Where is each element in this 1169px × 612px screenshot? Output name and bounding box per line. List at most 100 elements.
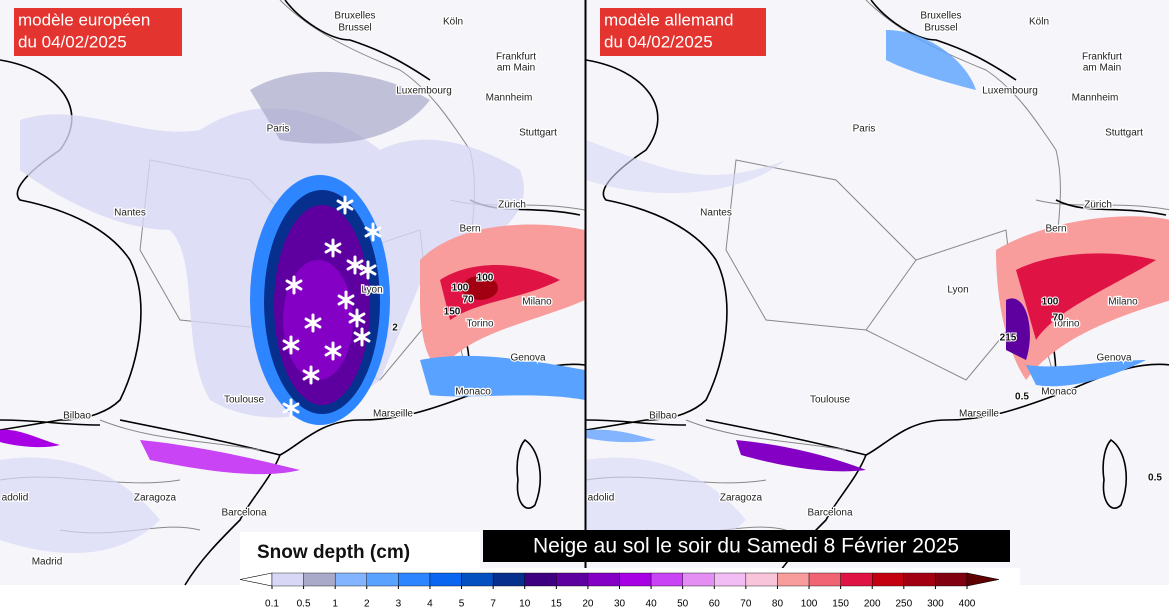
city-label: Brussel xyxy=(924,23,957,34)
legend-tick-label: 50 xyxy=(677,599,689,610)
legend-tick-label: 150 xyxy=(832,599,849,610)
snowflake-stroke xyxy=(364,226,382,238)
legend-swatch xyxy=(398,572,431,587)
city-label: Toulouse xyxy=(810,395,850,406)
snowflake xyxy=(348,308,366,328)
legend-tick-label: 5 xyxy=(459,599,465,610)
legend-swatch xyxy=(461,572,494,587)
snowflake xyxy=(285,275,303,295)
city-label: Barcelona xyxy=(221,508,266,519)
contour-label: 70 xyxy=(1052,313,1064,324)
snowflake-stroke xyxy=(282,402,300,414)
panel-label-box xyxy=(14,8,182,56)
contour-label: 100 xyxy=(1042,297,1059,308)
city-label: Nantes xyxy=(700,208,732,219)
city-label: Stuttgart xyxy=(519,128,557,139)
contour-label: 150 xyxy=(444,307,461,318)
legend-swatch xyxy=(682,572,715,587)
legend-tick-label: 250 xyxy=(895,599,912,610)
city-label: Bruxelles xyxy=(334,11,375,22)
city-label: Zürich xyxy=(1084,200,1112,211)
contour-label: 0.5 xyxy=(1015,392,1029,403)
city-label: Genova xyxy=(510,353,545,364)
city-label: Lyon xyxy=(947,285,968,296)
city-label: Köln xyxy=(443,17,463,28)
city-label: Zaragoza xyxy=(720,493,763,504)
snowflake-stroke xyxy=(282,339,300,351)
legend-swatch xyxy=(524,572,557,587)
city-label: Stuttgart xyxy=(1105,128,1143,139)
legend-tick-label: 0.1 xyxy=(265,599,279,610)
legend-swatch xyxy=(840,572,873,587)
legend-tick-label: 2 xyxy=(364,599,370,610)
city-label: Milano xyxy=(522,297,552,308)
legend-title-box xyxy=(240,532,480,570)
snowflake-stroke xyxy=(353,331,371,343)
legend-swatch xyxy=(903,572,936,587)
legend-swatch xyxy=(556,572,589,587)
legend-tick-label: 20 xyxy=(582,599,594,610)
snowflake xyxy=(337,290,355,310)
caption: Neige au sol le soir du Samedi 8 Février… xyxy=(533,535,959,558)
city-label: Bilbao xyxy=(63,411,91,422)
legend-swatch xyxy=(777,572,810,587)
city-label: Torino xyxy=(466,319,494,330)
city-label: am Main xyxy=(497,63,535,74)
snowflake-stroke xyxy=(336,199,354,211)
city-label: adolid xyxy=(2,493,29,504)
snowflake xyxy=(359,260,377,280)
city-label: Marseille xyxy=(959,409,999,420)
city-label: Madrid xyxy=(32,557,63,568)
legend-tick-label: 80 xyxy=(772,599,784,610)
snowflake xyxy=(353,327,371,347)
legend-swatch xyxy=(271,572,304,587)
snowflake-stroke xyxy=(324,345,342,357)
city-label: Bruxelles xyxy=(920,11,961,22)
snowflake-stroke xyxy=(302,369,320,381)
snowflake-stroke xyxy=(324,242,342,254)
legend-tick-label: 70 xyxy=(740,599,752,610)
legend-tick-label: 3 xyxy=(396,599,402,610)
snowflake-stroke xyxy=(285,279,303,291)
snowflake xyxy=(304,313,322,333)
legend-swatch xyxy=(935,572,968,587)
city-label: Paris xyxy=(853,124,876,135)
city-label: Nantes xyxy=(114,208,146,219)
snowflake xyxy=(324,341,342,361)
panel-label: du 04/02/2025 xyxy=(18,32,127,51)
legend: 0.1 0.5 1 2 3 4 5 7 10 15 20 30 40 50 60 70 80 100 150 200 2… xyxy=(239,572,1000,610)
legend-swatch xyxy=(872,572,905,587)
city-label: Monaco xyxy=(1041,387,1077,398)
legend-tick-label: 10 xyxy=(519,599,531,610)
city-label: Luxembourg xyxy=(396,86,452,97)
city-label: Bern xyxy=(1045,224,1066,235)
city-label: Zaragoza xyxy=(134,493,177,504)
panel-label: du 04/02/2025 xyxy=(604,32,713,51)
city-label: Genova xyxy=(1096,353,1131,364)
panel-label: modèle européen xyxy=(18,10,150,29)
snowflake-stroke xyxy=(359,264,377,276)
legend-swatch xyxy=(745,572,778,587)
contour-label: 215 xyxy=(1000,333,1017,344)
legend-swatch xyxy=(619,572,652,587)
legend-tick-label: 1 xyxy=(332,599,338,610)
snowflake xyxy=(346,255,364,275)
city-label: Milano xyxy=(1108,297,1138,308)
snowflake xyxy=(282,398,300,418)
city-label: Mannheim xyxy=(486,93,533,104)
city-label: Mannheim xyxy=(1072,93,1119,104)
legend-swatch xyxy=(808,572,841,587)
legend-tick-label: 7 xyxy=(490,599,496,610)
contour-label: 100 xyxy=(452,283,469,294)
city-label: Luxembourg xyxy=(982,86,1038,97)
snowflakes xyxy=(282,195,382,418)
legend-tick-label: 4 xyxy=(427,599,433,610)
legend-swatch xyxy=(429,572,462,587)
city-label: Bern xyxy=(459,224,480,235)
legend-swatch xyxy=(714,572,747,587)
panel-label-box xyxy=(600,8,766,56)
snowflake xyxy=(302,365,320,385)
legend-tick-label: 40 xyxy=(646,599,658,610)
